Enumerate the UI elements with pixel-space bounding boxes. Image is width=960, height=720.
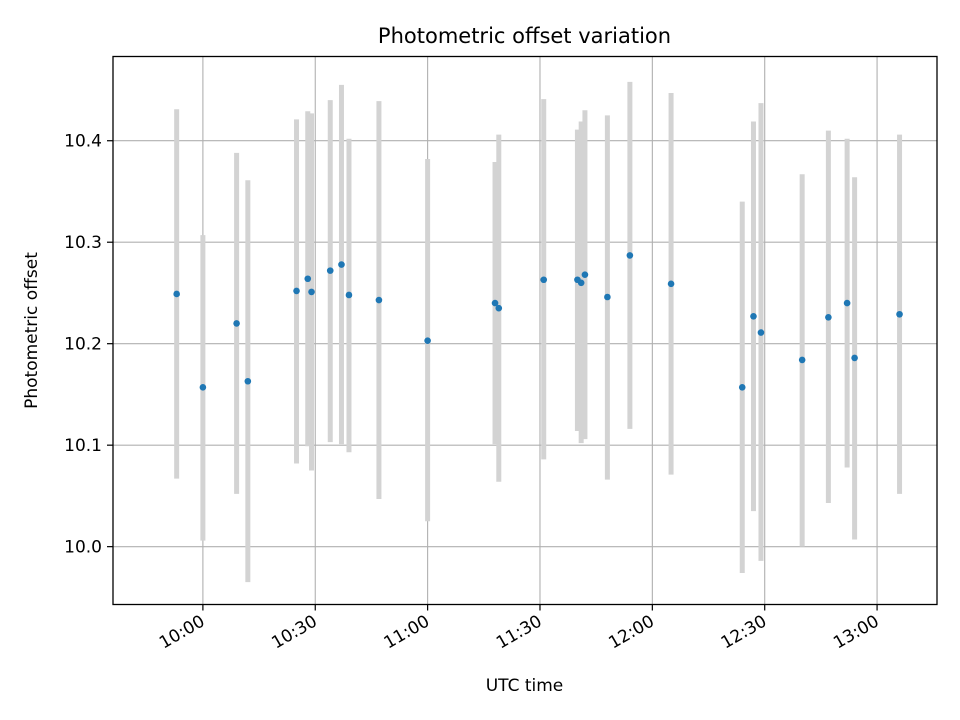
data-point — [738, 384, 746, 391]
data-point — [626, 252, 634, 259]
y-tick-label: 10.2 — [64, 335, 102, 355]
error-bars — [174, 81, 903, 583]
chart-title: Photometric offset variation — [378, 24, 671, 48]
y-axis-label: Photometric offset — [22, 252, 42, 409]
data-point — [424, 337, 431, 344]
x-tick-label: 12:00 — [605, 612, 657, 654]
data-point — [345, 291, 353, 299]
data-point — [233, 320, 240, 327]
x-tick-label: 11:30 — [493, 612, 545, 654]
data-point — [577, 279, 585, 287]
y-tick-label: 10.0 — [64, 538, 102, 558]
data-point — [825, 314, 832, 321]
data-point — [851, 354, 858, 362]
y-tick-label: 10.1 — [64, 436, 102, 456]
y-tick-label: 10.3 — [64, 233, 102, 253]
data-point — [604, 293, 611, 301]
data-point — [757, 329, 765, 336]
data-point — [896, 310, 903, 318]
data-point — [308, 288, 315, 296]
x-tick-label: 12:30 — [718, 612, 770, 654]
x-tick-label: 10:30 — [268, 612, 320, 654]
data-point — [326, 267, 334, 274]
data-point — [173, 290, 180, 298]
data-point — [304, 275, 312, 283]
data-point — [199, 384, 207, 391]
data-point — [750, 312, 757, 320]
x-tick-label: 10:00 — [156, 612, 208, 654]
data-point — [667, 280, 675, 288]
plot-frame — [112, 55, 938, 606]
x-tick-label: 13:00 — [830, 612, 882, 654]
data-point — [540, 276, 548, 284]
y-axis-ticks: 10.0 10.1 10.2 10.3 10.4 — [64, 132, 113, 558]
y-tick-label: 10.4 — [64, 132, 102, 152]
x-tick-label: 11:00 — [381, 612, 433, 654]
data-point — [244, 377, 252, 385]
data-point — [491, 299, 499, 307]
data-points — [173, 252, 903, 391]
x-axis-label: UTC time — [486, 676, 564, 696]
data-point — [798, 356, 806, 364]
data-point — [375, 296, 383, 304]
x-axis-ticks: 10:00 10:30 11:00 11:30 12:00 12:30 13:00 — [156, 604, 883, 654]
data-point — [338, 261, 345, 268]
data-point — [581, 271, 589, 278]
data-point — [495, 304, 503, 312]
data-point — [843, 299, 851, 307]
data-point — [293, 287, 300, 295]
